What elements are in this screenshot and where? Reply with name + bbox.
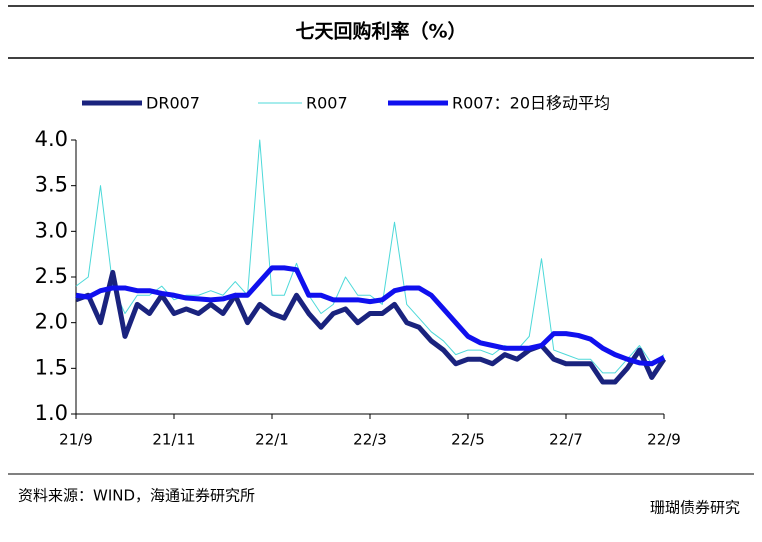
y-tick-label: 3.0 [35, 218, 68, 242]
chart-title: 七天回购利率（%） [295, 20, 466, 43]
x-tick-label: 22/3 [353, 431, 387, 449]
x-tick-label: 22/5 [451, 431, 485, 449]
y-tick-label: 4.0 [35, 127, 68, 151]
watermark: 珊瑚债券研究 [650, 499, 740, 517]
y-tick-label: 2.5 [35, 264, 68, 288]
x-tick-label: 22/7 [549, 431, 583, 449]
x-tick-label: 22/9 [647, 431, 681, 449]
legend-label: R007 [306, 94, 348, 113]
y-tick-label: 1.5 [35, 355, 68, 379]
x-tick-label: 22/1 [255, 431, 289, 449]
y-tick-label: 3.5 [35, 173, 68, 197]
x-tick-label: 21/11 [152, 431, 195, 449]
legend-label: DR007 [146, 94, 200, 113]
series-line [75, 139, 665, 374]
legend-label: R007：20日移动平均 [452, 94, 610, 113]
y-tick-label: 2.0 [35, 310, 68, 334]
x-tick-label: 21/9 [59, 431, 93, 449]
source: 资料来源：WIND，海通证券研究所 [18, 487, 255, 505]
series-line [75, 265, 666, 367]
series-line [75, 269, 667, 385]
y-tick-label: 1.0 [35, 401, 68, 425]
